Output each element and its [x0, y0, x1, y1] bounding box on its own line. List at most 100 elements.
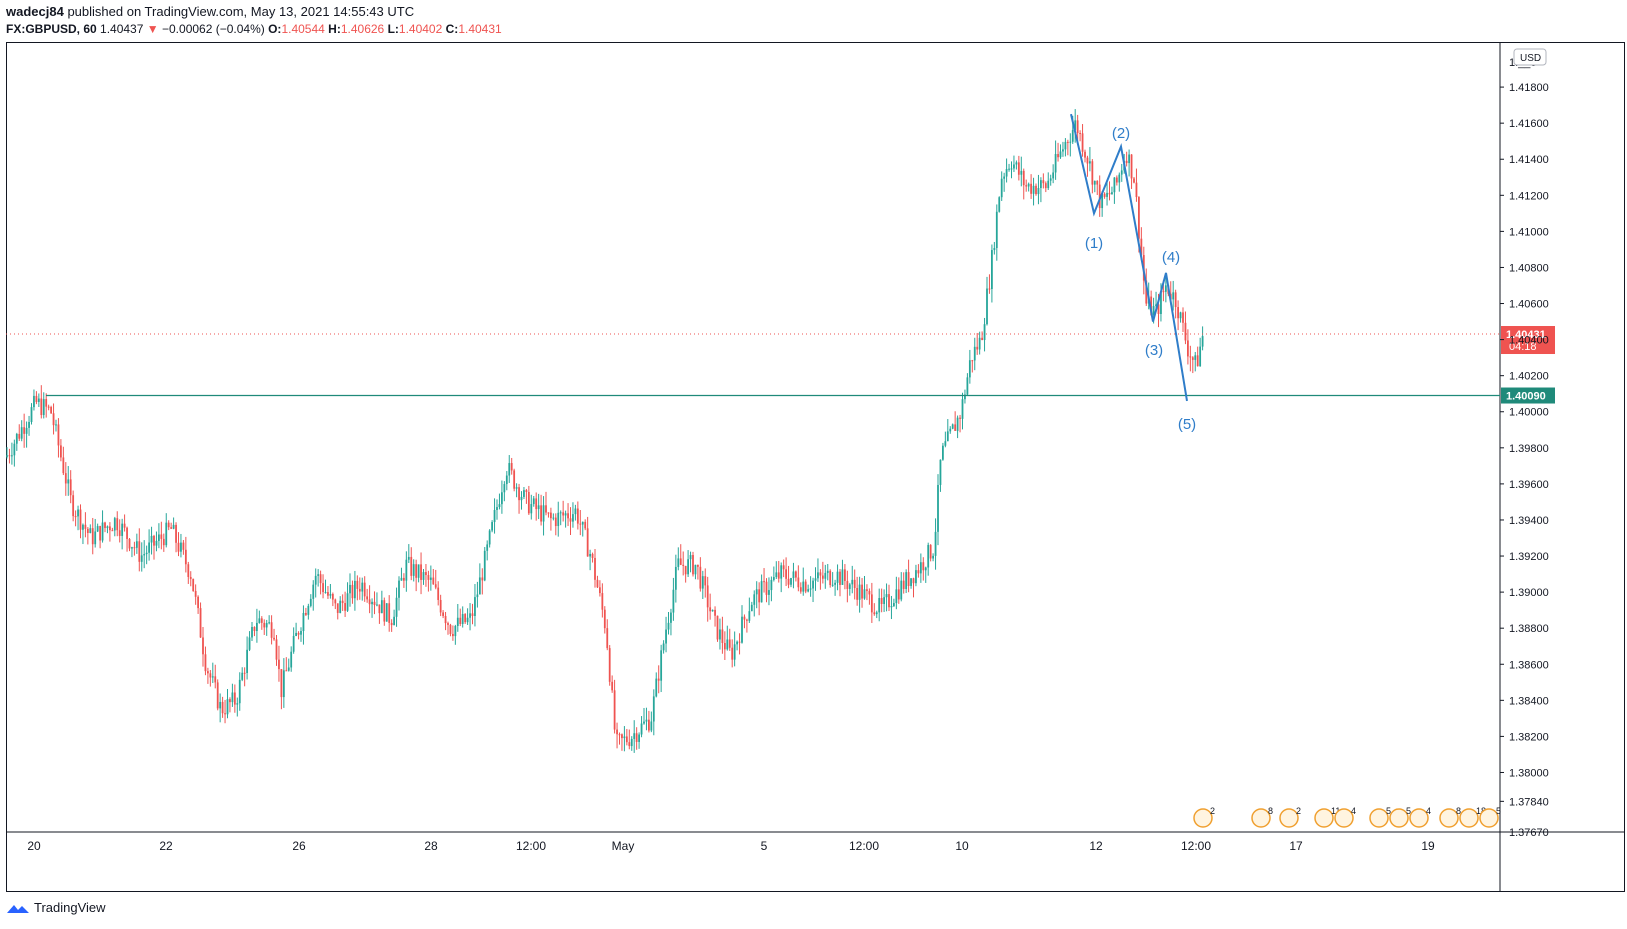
candle [951, 423, 954, 430]
symbol-label[interactable]: FX:GBPUSD, 60 [6, 22, 97, 36]
candle [848, 582, 851, 596]
chart-border [6, 42, 1625, 892]
candle-body [687, 559, 689, 575]
candle [1199, 337, 1202, 367]
candle [140, 542, 143, 572]
candle [968, 349, 971, 384]
candle [116, 511, 119, 537]
candle-body [1182, 312, 1184, 323]
price-axis[interactable]: 1.41800 1.41600 1.41400 1.41200 1.41000 1.408… [1500, 48, 1549, 839]
candle-body [981, 337, 983, 341]
candle [824, 564, 827, 589]
current-price-label: 1.40431 [1506, 329, 1546, 341]
candle-body [934, 531, 937, 556]
candle-body [1155, 304, 1157, 307]
candle-body [910, 578, 912, 586]
brand-name[interactable]: TradingView [34, 900, 106, 915]
x-tick-label: 10 [955, 839, 969, 853]
candle [368, 585, 371, 614]
event-badge[interactable]: 5 [1389, 806, 1411, 828]
event-badge[interactable]: 8 [1251, 806, 1273, 828]
candle [699, 557, 702, 592]
candle [579, 509, 582, 536]
candle-body [870, 594, 873, 613]
candle [1182, 307, 1184, 333]
candle-body [878, 598, 881, 613]
candle [297, 631, 300, 640]
candle [569, 507, 572, 535]
candle [694, 564, 697, 580]
event-badge[interactable]: 5 [1369, 806, 1391, 828]
candle [1079, 130, 1081, 142]
candle [949, 426, 952, 434]
candle-body [772, 577, 775, 580]
candle-body [633, 733, 636, 739]
candle-body [118, 530, 121, 536]
candle-body [361, 582, 364, 592]
candle [929, 544, 932, 562]
candle [317, 569, 320, 587]
candle-body [785, 569, 787, 579]
candle [777, 560, 780, 583]
candle-body [354, 580, 356, 599]
candle [373, 591, 376, 615]
economic-events[interactable]: 2 8 2 11 4 5 5 4 8 18 5 [1193, 806, 1501, 828]
candle-body [589, 553, 591, 557]
candle-body [790, 578, 792, 585]
candle-body [478, 577, 481, 595]
candle-body [305, 612, 307, 615]
candle [944, 431, 947, 448]
candle-body [567, 513, 569, 519]
candle [846, 570, 849, 603]
time-axis[interactable]: 20 22 26 28 12:00 May 5 12:00 10 12 12:00 17 19 [27, 839, 1435, 853]
candle [385, 603, 388, 622]
flag-icon [1439, 808, 1459, 828]
event-badge[interactable]: 18 [1459, 806, 1486, 828]
candle-body [711, 609, 714, 612]
candle-body [944, 441, 947, 446]
candle [40, 385, 43, 419]
event-badge[interactable]: 8 [1439, 806, 1461, 828]
candle [456, 603, 459, 632]
event-badge[interactable]: 11 [1314, 806, 1340, 828]
event-badge[interactable]: 2 [1193, 806, 1215, 828]
author-name[interactable]: wadecj84 [6, 4, 64, 19]
candle [258, 610, 261, 624]
candle-body [670, 612, 672, 623]
candle-body [613, 690, 616, 730]
event-badge[interactable]: 4 [1334, 806, 1356, 828]
candle-body [645, 719, 648, 722]
candle [454, 624, 457, 645]
candle-body [1062, 149, 1064, 152]
y-tick-label: 1.37840 [1509, 796, 1549, 808]
candle-body [1044, 183, 1047, 189]
candle [488, 529, 491, 548]
candle-body [481, 577, 484, 581]
candle-body [630, 738, 633, 747]
event-badge[interactable]: 4 [1409, 806, 1431, 828]
candle [67, 466, 70, 496]
candle [1187, 329, 1189, 365]
event-badge[interactable]: 2 [1279, 806, 1301, 828]
candle [750, 601, 753, 612]
candle [981, 331, 983, 341]
event-badge[interactable]: 5 [1479, 806, 1501, 828]
candle-body [363, 582, 366, 597]
candle-body [1093, 180, 1096, 185]
candle-body [625, 736, 628, 743]
candle-body [82, 524, 84, 530]
candle-body [1108, 192, 1111, 195]
candle [1047, 172, 1050, 190]
candle [915, 564, 917, 587]
candle [121, 518, 124, 550]
candle [748, 597, 751, 623]
candle-body [890, 606, 893, 608]
candle-body [224, 713, 226, 715]
candle [706, 576, 709, 622]
candle [591, 552, 594, 563]
wave-label: (3) [1145, 342, 1163, 359]
candle-body [738, 641, 741, 643]
candle-body [253, 626, 256, 632]
candle-body [897, 589, 900, 600]
